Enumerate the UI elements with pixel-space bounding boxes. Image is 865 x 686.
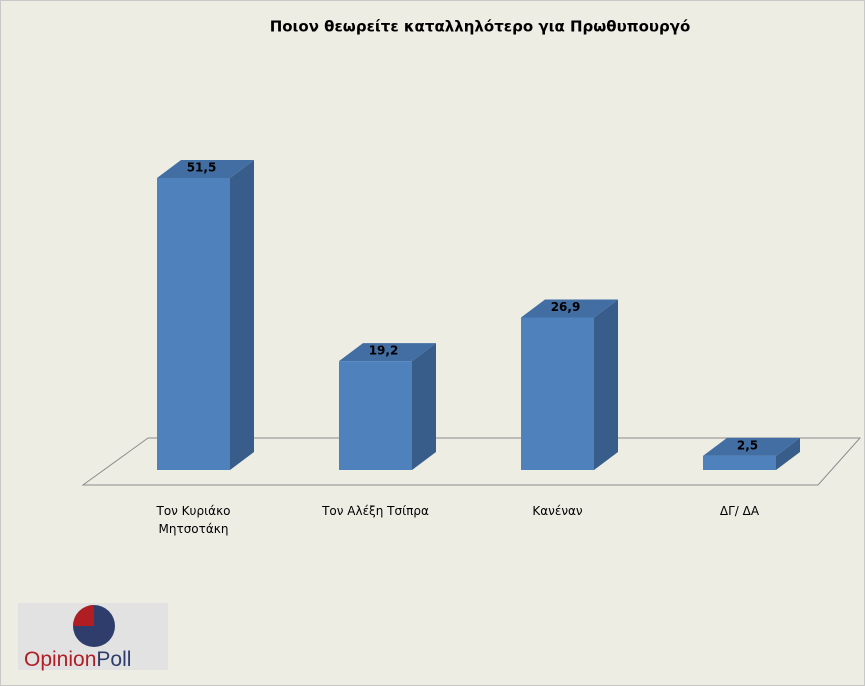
x-tick-label: Τον Κυριάκο Μητσοτάκη — [156, 504, 231, 536]
x-tick-label: Τον Αλέξη Τσίπρα — [322, 504, 429, 518]
chart-title: Ποιον θεωρείτε καταλληλότερο για Πρωθυπο… — [270, 18, 691, 36]
bar — [703, 455, 776, 470]
data-label: 19,2 — [369, 344, 399, 358]
bar-top — [339, 343, 436, 362]
bar-side — [594, 299, 618, 470]
x-tick-label: ΔΓ/ ΔΑ — [719, 504, 760, 518]
bar — [521, 317, 594, 470]
data-label: 51,5 — [187, 160, 217, 174]
x-tick-label: Κανέναν — [532, 504, 583, 518]
bar-top — [157, 159, 254, 178]
bar — [157, 177, 230, 470]
bar-side — [230, 159, 254, 470]
floor — [81, 437, 862, 486]
logo-text: OpinionPoll — [24, 648, 131, 671]
bar-top — [521, 299, 618, 318]
bar-side — [776, 437, 800, 470]
bar-top — [703, 437, 800, 456]
bar-side — [412, 343, 436, 470]
data-label: 2,5 — [737, 438, 758, 452]
bar — [339, 361, 412, 470]
data-label: 26,9 — [551, 300, 581, 314]
logo-slice — [73, 605, 94, 626]
